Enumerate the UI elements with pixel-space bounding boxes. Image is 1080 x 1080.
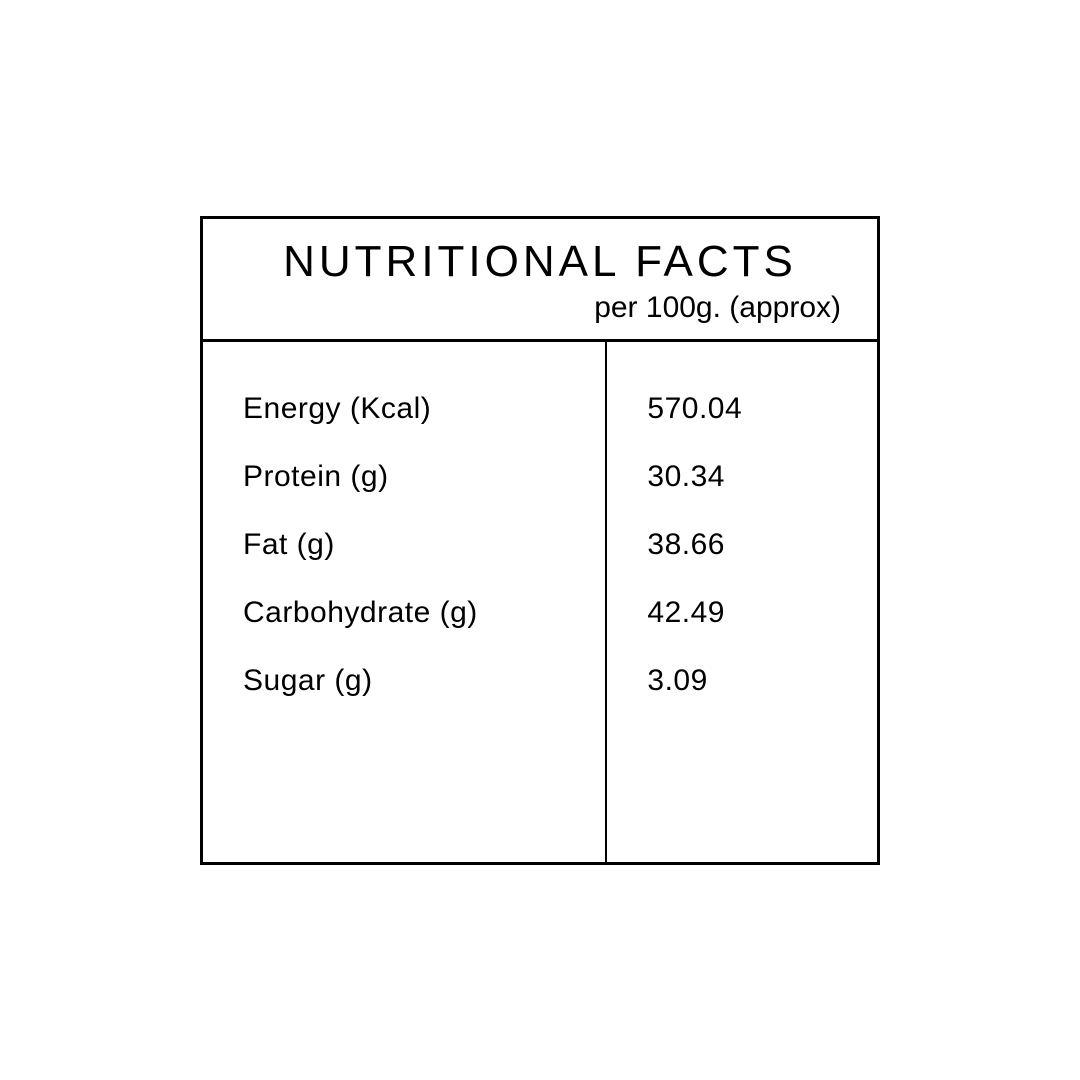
table-row-label: Sugar (g) — [243, 664, 585, 698]
table-row-value: 30.34 — [647, 460, 857, 494]
table-row-value: 38.66 — [647, 528, 857, 562]
table-row-label: Energy (Kcal) — [243, 392, 585, 426]
table-subtitle: per 100g. (approx) — [233, 291, 847, 325]
table-row-value: 570.04 — [647, 392, 857, 426]
table-row-label: Carbohydrate (g) — [243, 596, 585, 630]
table-row-value: 3.09 — [647, 664, 857, 698]
table-row-label: Protein (g) — [243, 460, 585, 494]
table-row-label: Fat (g) — [243, 528, 585, 562]
table-body: Energy (Kcal) Protein (g) Fat (g) Carboh… — [203, 342, 877, 862]
nutrition-facts-table: NUTRITIONAL FACTS per 100g. (approx) Ene… — [200, 216, 880, 865]
nutrient-values-column: 570.04 30.34 38.66 42.49 3.09 — [607, 342, 877, 862]
nutrient-labels-column: Energy (Kcal) Protein (g) Fat (g) Carboh… — [203, 342, 607, 862]
table-header: NUTRITIONAL FACTS per 100g. (approx) — [203, 219, 877, 342]
table-row-value: 42.49 — [647, 596, 857, 630]
table-title: NUTRITIONAL FACTS — [233, 237, 847, 287]
